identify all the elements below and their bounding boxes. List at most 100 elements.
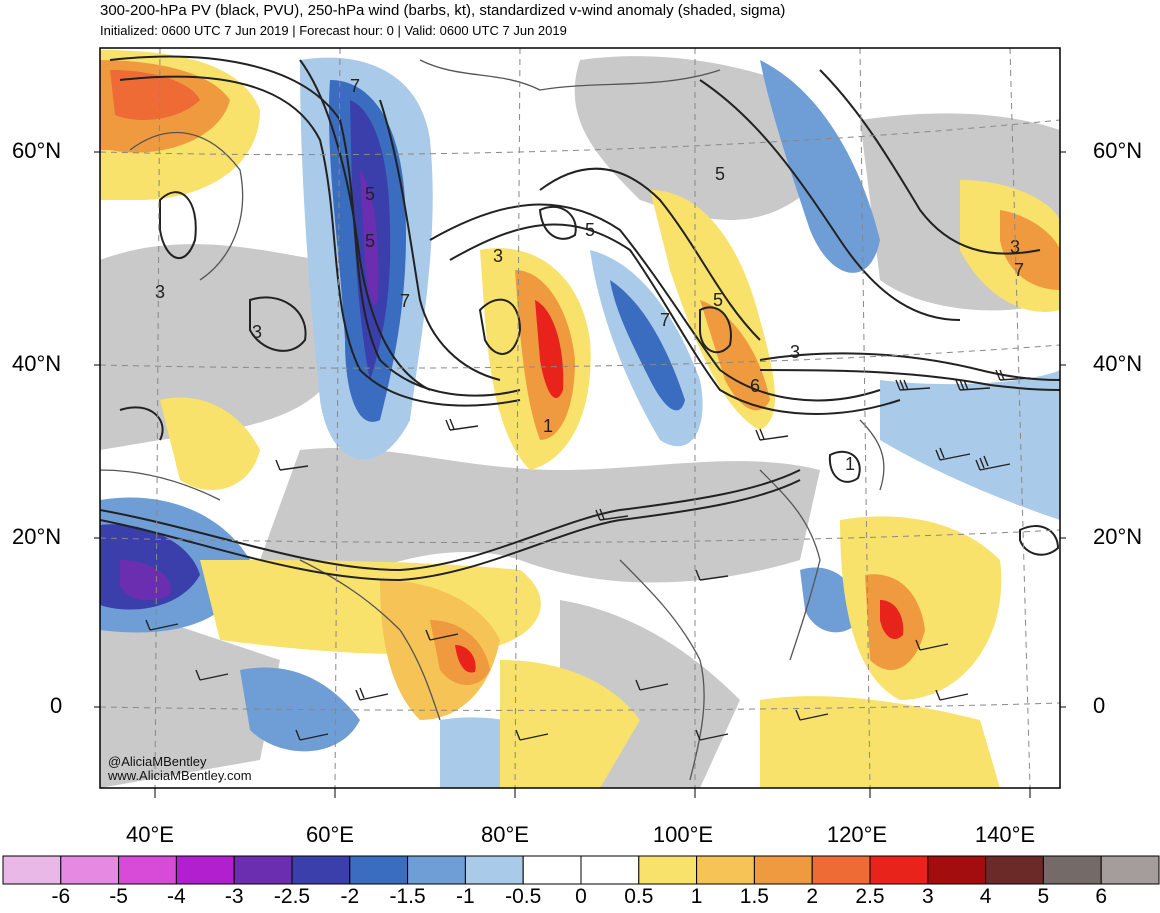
colorbar-swatch [349,855,409,885]
colorbar-swatch [2,855,62,885]
colorbar-tick-label: -5 [109,885,128,908]
anomaly-positive [700,300,770,411]
contour-label: 6 [750,376,760,396]
contour-label: 3 [252,322,262,342]
colorbar-tick-label: -3 [224,885,244,908]
wind-barbs [145,369,1031,741]
colorbar-swatch [522,855,582,885]
anomaly-negative [610,280,685,411]
anomaly-positive [1000,210,1060,290]
colorbar-tick-label: 2.5 [855,885,885,908]
colorbar-swatch [580,855,640,885]
contour-label: 3 [155,282,165,302]
colorbar-swatch [60,855,120,885]
lat-label-right: 60°N [1093,138,1143,163]
colorbar-tick-label: 5 [1037,885,1050,908]
pv-contours [100,55,1060,582]
axis-ticks [94,151,1066,798]
colorbar-swatch [696,855,755,885]
colorbar-swatch [464,855,524,885]
lat-label-right: 0 [1093,693,1106,718]
colorbar-tick-label: -1.5 [389,885,426,908]
colorbar-tick-label: -6 [51,885,71,908]
credit-site: www.AliciaMBentley.com [108,768,252,783]
colorbar-swatch [233,855,293,885]
map-title: 300-200-hPa PV (black, PVU), 250-hPa win… [100,2,786,19]
colorbar-swatch [118,855,177,885]
coastlines [100,59,885,781]
anomaly-positive [760,696,1000,788]
colorbar-swatch [811,855,871,885]
colorbar-tick-label: -1 [456,885,475,908]
contour-label: 1 [845,454,855,474]
graticule [100,48,1060,788]
anomaly-positive [110,70,200,120]
credit-handle: @AliciaMBentley [108,754,207,769]
lat-label-right: 40°N [1093,351,1143,376]
colorbar-tick-label: -0.5 [505,885,542,908]
contour-label: 5 [365,184,375,204]
lon-label: 100°E [652,822,714,847]
contour-label: 5 [713,290,723,310]
gray-region [260,447,820,590]
anomaly-positive [160,397,260,490]
colorbar-tick-label: 3 [921,885,934,908]
colorbar-tick-label: 0 [575,885,587,908]
colorbar-swatch [985,855,1044,885]
colorbar-swatch [638,855,698,885]
colorbar-tick-label: 4 [979,885,992,908]
contour-label: 5 [365,231,375,251]
colorbar-tick-label: 0.5 [624,885,654,908]
colorbar-swatch [291,855,351,885]
anomaly-negative [760,60,880,273]
lon-label: 40°E [126,822,174,847]
lat-label-right: 20°N [1093,524,1143,549]
colorbar-tick-label: -4 [167,885,186,908]
colorbar-swatch [1100,855,1160,885]
colorbar-swatch [1042,855,1102,885]
contour-label: 3 [790,342,800,362]
colorbar-tick-label: 1 [690,885,703,908]
contour-label: 7 [350,76,360,96]
lon-label: 80°E [481,822,529,847]
colorbar-swatch [407,855,466,885]
lat-label-left: 40°N [12,351,62,376]
gray-region [100,244,330,450]
contour-label: 7 [1014,260,1024,280]
map-plot-area: 7 5 5 3 3 3 5 5 3 5 7 7 1 1 6 3 7 [100,48,1060,788]
lon-label: 140°E [974,822,1036,847]
map-subtitle: Initialized: 0600 UTC 7 Jun 2019 | Forec… [100,23,567,38]
anomaly-positive [500,660,640,788]
contour-label: 7 [660,310,670,330]
colorbar-tick-label: 2 [806,885,819,908]
lat-label-left: 60°N [12,138,62,163]
colorbar-tick-label: 1.5 [739,885,769,908]
colorbar [2,855,1160,885]
anomaly-negative [360,170,379,306]
lon-label: 60°E [306,822,354,847]
map-frame [99,47,1061,789]
colorbar-tick-label: 6 [1095,885,1108,908]
anomaly-positive [455,645,476,673]
lat-label-left: 0 [50,693,63,718]
lon-label: 120°E [826,822,888,847]
contour-label: 5 [715,164,725,184]
colorbar-tick-label: -2.5 [273,885,311,908]
anomaly-negative [880,370,1060,520]
contour-label: 5 [585,220,595,240]
anomaly-negative [120,560,171,601]
contour-label: 7 [400,291,410,311]
colorbar-swatch [753,855,813,885]
gray-region [574,56,820,220]
anomaly-positive [880,600,904,640]
contour-label: 3 [493,246,503,266]
contour-label: 1 [543,416,553,436]
colorbar-tick-label: -2 [340,885,360,908]
colorbar-swatch [175,855,235,885]
colorbar-swatch [927,855,987,885]
lat-label-left: 20°N [12,524,62,549]
gray-region [100,600,280,788]
colorbar-swatch [869,855,929,885]
anomaly-positive [535,300,564,399]
